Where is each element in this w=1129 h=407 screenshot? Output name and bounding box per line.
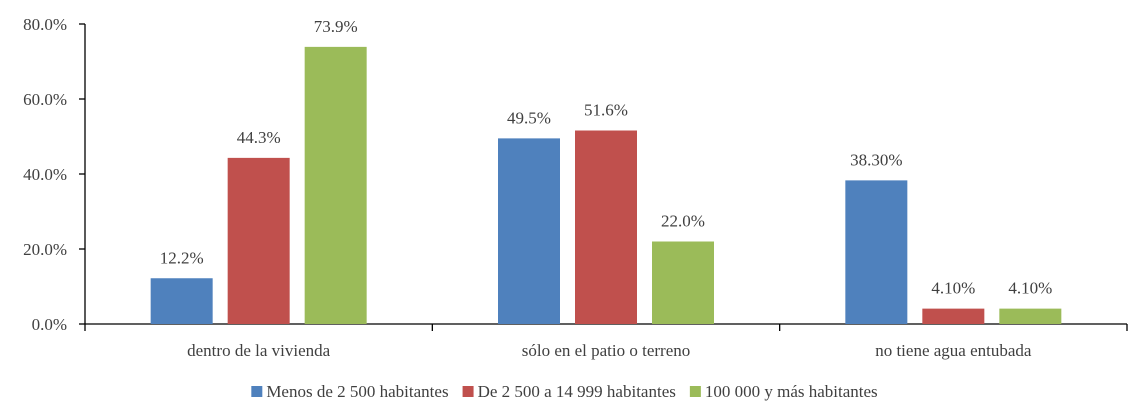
x-category-label: sólo en el patio o terreno — [522, 341, 691, 360]
bar — [999, 308, 1062, 324]
y-tick-label: 80.0% — [23, 15, 67, 34]
legend-swatch — [251, 386, 263, 397]
data-label: 44.3% — [237, 128, 281, 147]
legend-item: 100 000 y más habitantes — [689, 382, 878, 401]
data-label: 4.10% — [931, 279, 975, 298]
legend-swatch — [689, 386, 701, 397]
y-tick-label: 0.0% — [32, 315, 67, 334]
y-tick-label: 40.0% — [23, 165, 67, 184]
y-tick-label: 20.0% — [23, 240, 67, 259]
data-label: 38.30% — [850, 150, 902, 169]
legend-label: Menos de 2 500 habitantes — [266, 382, 448, 401]
bar — [652, 241, 714, 324]
y-axis: 0.0% 20.0% 40.0% 60.0% 80.0% — [23, 15, 86, 334]
data-label: 12.2% — [160, 248, 204, 267]
y-tick-label: 60.0% — [23, 90, 67, 109]
bar — [304, 46, 367, 324]
x-category-label: dentro de la vivienda — [187, 341, 330, 360]
data-label: 49.5% — [507, 108, 551, 127]
x-axis: dentro de la vivienda sólo en el patio o … — [84, 323, 1128, 360]
data-label: 22.0% — [661, 212, 705, 231]
legend-item: Menos de 2 500 habitantes — [251, 382, 449, 401]
data-label: 73.9% — [314, 17, 358, 36]
x-category-label: no tiene agua entubada — [875, 341, 1032, 360]
bar — [227, 157, 290, 324]
legend-item: De 2 500 a 14 999 habitantes — [462, 382, 676, 401]
bar — [498, 138, 560, 324]
legend: Menos de 2 500 habitantes De 2 500 a 14 9… — [251, 382, 878, 401]
bar — [150, 278, 213, 324]
bars — [150, 46, 1062, 324]
data-labels: 12.2% 49.5% 38.30% 44.3% 51.6% 4.10% 73.9% 22.0… — [160, 17, 1053, 298]
bar — [575, 130, 637, 324]
bar — [922, 308, 985, 324]
data-label: 51.6% — [584, 101, 628, 120]
legend-label: De 2 500 a 14 999 habitantes — [478, 382, 676, 401]
legend-swatch — [462, 386, 474, 397]
legend-label: 100 000 y más habitantes — [705, 382, 878, 401]
bar — [845, 180, 908, 324]
data-label: 4.10% — [1008, 279, 1052, 298]
